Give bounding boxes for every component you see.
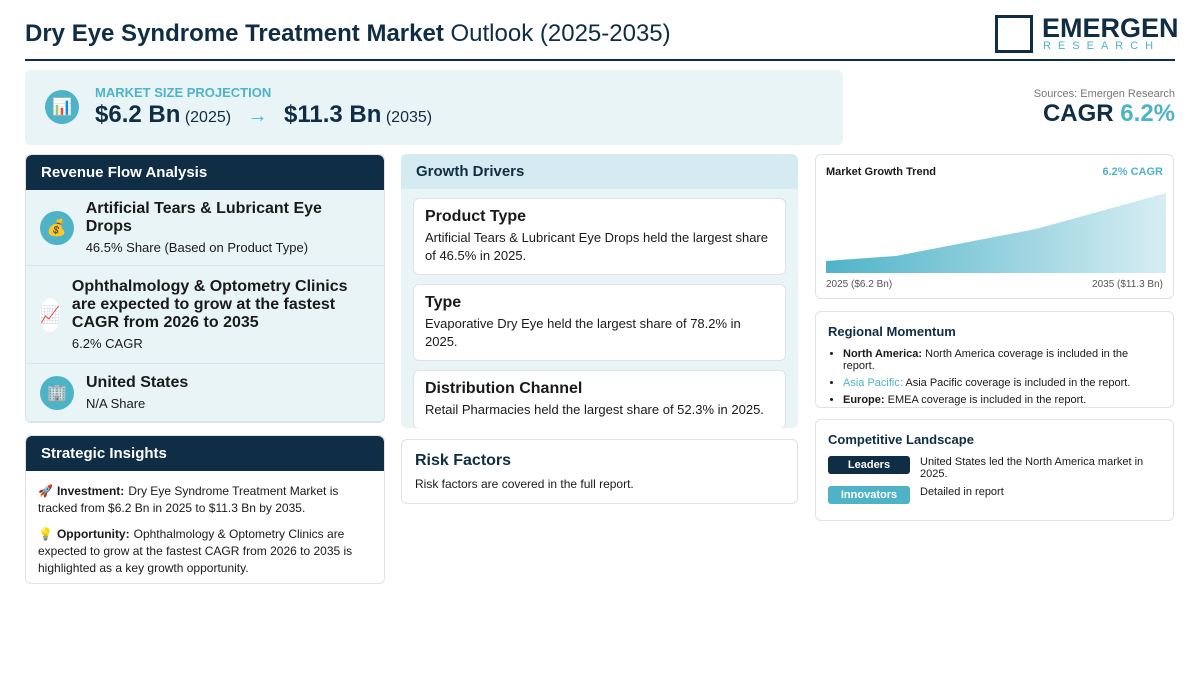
end-value: $11.3 Bn — [283, 101, 382, 128]
start-label: 2025 ($6.2 Bn) — [826, 279, 893, 290]
flow-text: United States N/A Share — [86, 374, 188, 411]
driver-title: Distribution Channel — [425, 380, 583, 397]
region-name: Europe: — [843, 394, 885, 406]
flow-title: United States — [86, 374, 189, 391]
items: North America: North America coverage is… — [828, 348, 1161, 406]
icon: 💰 — [40, 210, 74, 245]
section-title: Regional Momentum — [828, 324, 956, 339]
region-name: North America: — [843, 348, 923, 360]
label: MARKET SIZE PROJECTION — [95, 85, 272, 100]
region-text: Asia Pacific coverage is included in the… — [905, 377, 1131, 389]
cagr-value: 6.2% — [1120, 100, 1175, 127]
cagr: CAGR 6.2% — [1043, 100, 1175, 128]
driver-card: Type Evaporative Dry Eye held the largest… — [413, 284, 786, 361]
cards: Product Type Artificial Tears & Lubricant… — [401, 198, 798, 428]
items: 🚀 Investment: Dry Eye Syndrome Treatment M… — [26, 471, 384, 577]
competitive-text: United States led the North America mark… — [920, 456, 1144, 480]
start-value: $6.2 Bn — [95, 101, 181, 128]
flow-subtitle: 6.2% CAGR — [71, 336, 143, 351]
flow-item: 📈 Ophthalmology & Optometry Clinics are e… — [26, 266, 384, 364]
logo-bottom: RESEARCH — [1043, 40, 1161, 52]
insight: 💡 Opportunity: Ophthalmology & Optometry C… — [38, 526, 372, 577]
trend: Market Growth Trend 6.2% CAGR 2025 ($6.2… — [815, 154, 1174, 299]
icon: 📊 — [45, 90, 79, 124]
arrow: → — [247, 105, 268, 127]
regional: Regional Momentum North America: North A… — [815, 311, 1174, 408]
driver-text: Retail Pharmacies held the largest share… — [425, 402, 764, 417]
end-label: 2035 ($11.3 Bn) — [1092, 279, 1163, 290]
start-year: (2025) — [184, 109, 232, 126]
flow-item: 🏢 United States N/A Share — [26, 364, 384, 422]
insight-label: Opportunity: — [56, 527, 130, 541]
rows: Leaders United States led the North Ameri… — [828, 456, 1161, 504]
rule — [25, 59, 1175, 61]
title-rest: Outlook (2025-2035) — [450, 20, 671, 47]
flow-subtitle: N/A Share — [86, 396, 146, 411]
region-item: Asia Pacific: Asia Pacific coverage is i… — [843, 377, 1161, 389]
trend-title: Market Growth Trend — [826, 166, 937, 178]
flow-subtitle: 46.5% Share (Based on Product Type) — [85, 240, 309, 255]
section-title: Risk Factors — [415, 452, 512, 469]
risk-factors: Risk Factors Risk factors are covered in… — [401, 439, 798, 504]
projection: 📊 MARKET SIZE PROJECTION $6.2 Bn (2025) … — [25, 70, 843, 145]
icon: 💡 — [38, 527, 53, 541]
region-text: North America coverage is included in th… — [843, 348, 1129, 372]
insight-label: Investment: — [56, 484, 125, 498]
title-bold: Dry Eye Syndrome Treatment Market — [25, 20, 444, 47]
flow-title: Artificial Tears & Lubricant Eye Drops — [85, 200, 322, 235]
growth-drivers: Growth Drivers Product Type Artificial Te… — [401, 154, 798, 428]
section-title: Competitive Landscape — [828, 432, 974, 447]
cagr-label: CAGR — [1042, 100, 1114, 127]
region-name: Asia Pacific: — [843, 377, 903, 389]
driver-title: Product Type — [425, 208, 527, 225]
competitive-row: Leaders United States led the North Ameri… — [828, 456, 1161, 480]
region-item: Europe: EMEA coverage is included in the… — [843, 394, 1161, 406]
revenue-flow: Revenue Flow Analysis 💰 Artificial Tears … — [25, 154, 385, 423]
section-title: Strategic Insights — [26, 436, 384, 471]
values: $6.2 Bn (2025) → $11.3 Bn (2035) — [95, 101, 432, 129]
flow-item: 💰 Artificial Tears & Lubricant Eye Drops 4… — [26, 190, 384, 266]
insight: 🚀 Investment: Dry Eye Syndrome Treatment M… — [38, 483, 372, 517]
competitive-row: Innovators Detailed in report — [828, 486, 1161, 504]
region-text: EMEA coverage is included in the report. — [887, 394, 1087, 406]
insight-text: Dry Eye Syndrome Treatment Market is tra… — [38, 484, 339, 515]
flow-text: Ophthalmology & Optometry Clinics are ex… — [72, 278, 370, 351]
driver-card: Product Type Artificial Tears & Lubricant… — [413, 198, 786, 275]
trend-area — [826, 193, 1166, 273]
icon: 🏢 — [40, 375, 74, 410]
text: Risk factors are covered in the full rep… — [415, 477, 634, 491]
end-year: (2035) — [385, 109, 433, 126]
trend-cagr: 6.2% CAGR — [1102, 166, 1163, 178]
driver-card: Distribution Channel Retail Pharmacies he… — [413, 370, 786, 428]
logo-top: EMERGEN — [1042, 13, 1179, 43]
logo-mark — [995, 15, 1033, 53]
flow-text: Artificial Tears & Lubricant Eye Drops 46… — [86, 200, 370, 255]
section-title: Growth Drivers — [401, 154, 798, 189]
insight-text: Ophthalmology & Optometry Clinics are ex… — [38, 527, 353, 575]
driver-text: Artificial Tears & Lubricant Eye Drops h… — [425, 230, 768, 263]
icon: 📈 — [40, 297, 60, 332]
driver-text: Evaporative Dry Eye held the largest sha… — [425, 316, 741, 349]
competitive-text: Detailed in report — [920, 486, 1004, 498]
items: 💰 Artificial Tears & Lubricant Eye Drops 4… — [26, 190, 384, 422]
area — [826, 193, 1166, 273]
badge: Leaders — [828, 456, 910, 474]
flow-title: Ophthalmology & Optometry Clinics are ex… — [71, 278, 348, 331]
title: Dry Eye Syndrome Treatment Market Outloo… — [25, 20, 671, 48]
region-item: North America: North America coverage is… — [843, 348, 1161, 372]
competitive: Competitive Landscape Leaders United Stat… — [815, 419, 1174, 521]
badge: Innovators — [828, 486, 910, 504]
strategic-insights: Strategic Insights 🚀 Investment: Dry Eye S… — [25, 435, 385, 584]
section-title: Revenue Flow Analysis — [26, 155, 384, 190]
driver-title: Type — [425, 294, 462, 311]
sources: Sources: Emergen Research — [1033, 88, 1175, 100]
icon: 🚀 — [38, 484, 53, 498]
